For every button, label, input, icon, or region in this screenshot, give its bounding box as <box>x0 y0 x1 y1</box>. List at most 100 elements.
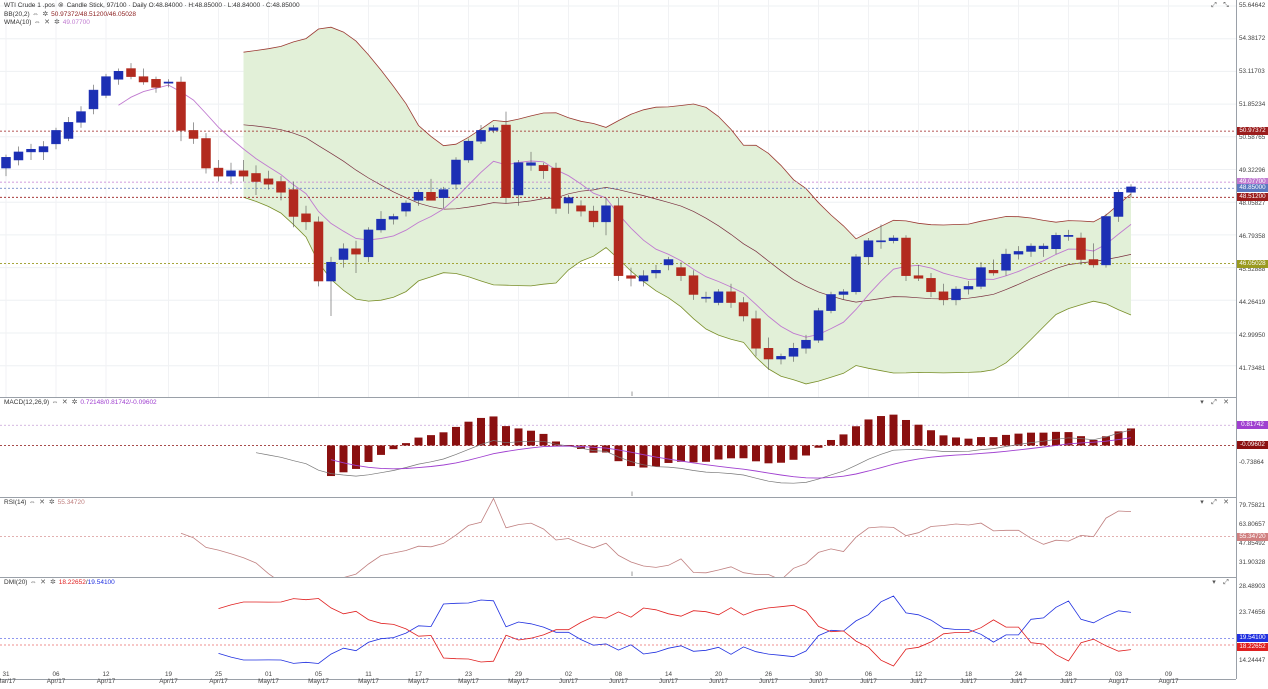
bearish-candle <box>738 302 749 317</box>
macd-tick-label: -0.73864 <box>1239 459 1264 466</box>
resize-handle[interactable]: ‖ <box>631 492 634 498</box>
macd-histogram-bar <box>1014 433 1023 446</box>
price-pane[interactable]: WTI Crude 1 .pos ⊗ Candle Stick, 97/100 … <box>0 0 1236 398</box>
bullish-candle <box>463 140 474 161</box>
close-icon[interactable]: ✕ <box>1223 499 1229 506</box>
link-icon[interactable]: ⇔ <box>33 19 41 26</box>
expand-icon[interactable]: ⤢ <box>1211 2 1217 9</box>
date-month: Jul/17 <box>910 678 927 685</box>
close-icon[interactable]: ✕ <box>1223 399 1229 406</box>
close-icon[interactable]: ✕ <box>61 399 68 406</box>
bullish-candle <box>863 240 874 258</box>
chart-kind: Candle Stick, 97/100 · Daily <box>66 2 147 9</box>
link-icon[interactable]: ⇔ <box>31 11 39 18</box>
rsi-tick-label: 63.80657 <box>1239 521 1266 528</box>
close-pane-icon[interactable]: ▾ <box>1212 579 1216 586</box>
link-icon[interactable]: ⇔ <box>28 499 36 506</box>
bearish-candle <box>251 173 261 182</box>
link-icon[interactable]: ⇔ <box>51 399 59 406</box>
date-month: Mar/17 <box>0 678 16 685</box>
close-pane-icon[interactable]: ▾ <box>1200 399 1204 406</box>
close-icon[interactable]: ⊗ <box>57 2 64 9</box>
price-tick-label: 55.64642 <box>1239 2 1266 9</box>
bullish-candle <box>63 122 74 139</box>
close-icon[interactable]: ✕ <box>44 19 51 26</box>
rsi-pane[interactable]: RSI(14) ⇔ ✕ ✲ 55.34720 ▾ ⤢ ✕ ‖ <box>0 497 1236 578</box>
resize-handle[interactable]: ‖ <box>631 572 634 578</box>
dmi-tag: 18.22652 <box>1237 643 1268 651</box>
bearish-candle <box>201 138 211 169</box>
macd-name: MACD(12,26,9) <box>4 399 50 406</box>
macd-chart[interactable] <box>0 397 1236 497</box>
link-icon[interactable]: ⇔ <box>29 579 37 586</box>
expand-icon[interactable]: ⤢ <box>1211 399 1217 406</box>
bullish-candle <box>563 197 574 204</box>
macd-histogram-bar <box>489 416 498 446</box>
date-month: May/17 <box>508 678 529 685</box>
expand-icon[interactable]: ⤢ <box>1223 579 1229 586</box>
bearish-candle <box>263 178 274 185</box>
bullish-candle <box>488 127 499 131</box>
bearish-candle <box>926 278 936 293</box>
macd-histogram-bar <box>1039 432 1048 446</box>
gear-icon[interactable]: ✲ <box>53 19 60 26</box>
close-icon[interactable]: ✕ <box>39 499 45 506</box>
macd-histogram-bar <box>389 445 398 450</box>
bollinger-upper-line <box>243 26 1132 240</box>
bullish-candle <box>888 237 899 241</box>
resize-handle[interactable]: ‖ <box>631 392 634 398</box>
macd-histogram-bar <box>452 426 460 446</box>
date-day: 23 <box>464 671 472 678</box>
rsi-axis[interactable] <box>1236 497 1268 577</box>
dmi-chart[interactable] <box>0 577 1236 679</box>
macd-histogram-bar <box>739 445 748 459</box>
macd-histogram-bar <box>327 445 335 477</box>
date-tick-label: 23 May/17 <box>454 671 484 685</box>
dmi-axis[interactable] <box>1236 577 1268 679</box>
bullish-candle <box>1038 245 1049 250</box>
expand-icon[interactable]: ⤢ <box>1211 499 1217 506</box>
macd-histogram-bar <box>927 430 935 446</box>
bearish-candle <box>626 275 636 279</box>
macd-histogram-bar <box>464 421 473 446</box>
gear-icon[interactable]: ✲ <box>49 579 56 586</box>
price-chart[interactable] <box>0 0 1236 397</box>
gear-icon[interactable]: ✲ <box>42 11 49 18</box>
macd-histogram-bar <box>802 445 810 456</box>
date-day: 05 <box>314 671 322 678</box>
macd-pane[interactable]: MACD(12,26,9) ⇔ ✕ ✲ 0.72148/0.81742/-0.0… <box>0 397 1236 498</box>
maximize-icon[interactable]: ⤡ <box>1223 2 1229 9</box>
date-day: 24 <box>1014 671 1022 678</box>
bearish-candle <box>151 79 161 88</box>
rsi-tag: 55.34720 <box>1237 532 1268 541</box>
bearish-candle <box>301 213 311 223</box>
date-day: 11 <box>365 671 372 678</box>
dmi-plus-line <box>218 598 1132 667</box>
bearish-candle <box>726 291 736 303</box>
price-tick-label: 41.73481 <box>1239 365 1266 372</box>
macd-histogram-bar <box>827 439 835 446</box>
close-icon[interactable]: ✕ <box>40 579 47 586</box>
macd-axis[interactable] <box>1236 397 1268 497</box>
wma-line <box>118 84 1132 338</box>
gear-icon[interactable]: ✲ <box>48 499 55 506</box>
bullish-candle <box>476 130 486 142</box>
macd-histogram-bar <box>1127 428 1135 446</box>
macd-histogram-bar <box>1114 431 1123 446</box>
date-tick-label: 02 Jun/17 <box>554 671 584 685</box>
dmi-pane[interactable]: DMI(20) ⇔ ✕ ✲ 18.22652/19.54100 ▾ ⤢ <box>0 577 1236 680</box>
price-axis[interactable] <box>1236 0 1268 397</box>
macd-histogram-bar <box>952 437 960 446</box>
date-day: 08 <box>614 671 622 678</box>
date-tick-label: 08 Jun/17 <box>604 671 634 685</box>
price-tick-label: 46.79358 <box>1239 233 1266 240</box>
rsi-chart[interactable] <box>0 497 1236 577</box>
bullish-candle <box>788 348 799 357</box>
macd-tag: 0.81742 <box>1237 421 1268 430</box>
macd-histogram-bar <box>727 445 735 459</box>
rsi-legend: RSI(14) ⇔ ✕ ✲ 55.34720 <box>4 499 85 507</box>
macd-histogram-bar <box>989 437 998 446</box>
macd-histogram-bar <box>864 419 873 446</box>
close-pane-icon[interactable]: ▾ <box>1200 499 1204 506</box>
gear-icon[interactable]: ✲ <box>71 399 78 406</box>
